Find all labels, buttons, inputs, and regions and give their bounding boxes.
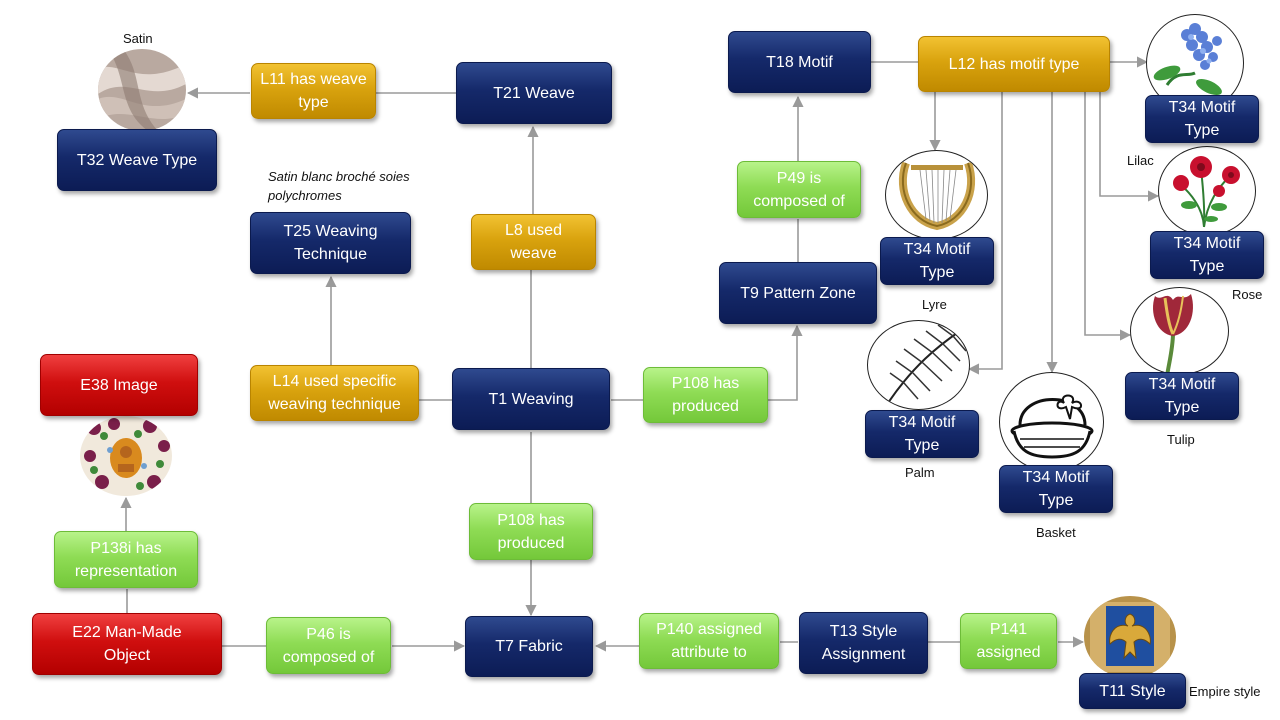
node-t21-weave[interactable]: T21 Weave xyxy=(456,62,612,124)
node-l8-used-weave[interactable]: L8 used weave xyxy=(471,214,596,270)
caption-tulip: Tulip xyxy=(1167,432,1195,447)
node-t34-motif-type-tulip[interactable]: T34 Motif Type xyxy=(1125,372,1239,420)
palm-leaf-image xyxy=(867,320,970,410)
node-t1-weaving[interactable]: T1 Weaving xyxy=(452,368,610,430)
node-p46-is-composed-of[interactable]: P46 is composed of xyxy=(266,617,391,674)
rose-flower-image xyxy=(1158,146,1256,236)
basket-image xyxy=(999,372,1104,472)
node-t34-motif-type-lyre[interactable]: T34 Motif Type xyxy=(880,237,994,285)
node-p138i-has-representation[interactable]: P138i has representation xyxy=(54,531,198,588)
caption-satin: Satin xyxy=(123,31,153,46)
node-t11-style[interactable]: T11 Style xyxy=(1079,673,1186,709)
caption-lyre: Lyre xyxy=(922,297,947,312)
node-t7-fabric[interactable]: T7 Fabric xyxy=(465,616,593,677)
node-t34-motif-type-palm[interactable]: T34 Motif Type xyxy=(865,410,979,458)
tulip-flower-image xyxy=(1130,287,1229,375)
caption-satin-blanc: Satin blanc broché soies polychromes xyxy=(268,169,410,203)
edge-p108a-to-t9 xyxy=(768,324,803,401)
node-t18-motif[interactable]: T18 Motif xyxy=(728,31,871,93)
lyre-image xyxy=(885,150,988,240)
node-e22-man-made-object[interactable]: E22 Man-Made Object xyxy=(32,613,222,675)
node-l11-has-weave-type[interactable]: L11 has weave type xyxy=(251,63,376,119)
node-t34-motif-type-lilac[interactable]: T34 Motif Type xyxy=(1145,95,1259,143)
satin-fabric-image xyxy=(98,49,186,131)
fabric-pattern-image xyxy=(80,416,172,496)
node-t25-weaving-technique[interactable]: T25 Weaving Technique xyxy=(250,212,411,274)
caption-palm: Palm xyxy=(905,465,935,480)
caption-empire-style: Empire style xyxy=(1189,684,1261,699)
node-t34-motif-type-basket[interactable]: T34 Motif Type xyxy=(999,465,1113,513)
node-e38-image[interactable]: E38 Image xyxy=(40,354,198,416)
node-l12-has-motif-type[interactable]: L12 has motif type xyxy=(918,36,1110,92)
node-t34-motif-type-rose[interactable]: T34 Motif Type xyxy=(1150,231,1264,279)
caption-lilac: Lilac xyxy=(1127,153,1154,168)
node-l14-used-specific-weaving-technique[interactable]: L14 used specific weaving technique xyxy=(250,365,419,421)
node-p140-assigned-attribute-to[interactable]: P140 assigned attribute to xyxy=(639,613,779,669)
node-t13-style-assignment[interactable]: T13 Style Assignment xyxy=(799,612,928,674)
node-t32-weave-type[interactable]: T32 Weave Type xyxy=(57,129,217,191)
edge-l12-to-rose xyxy=(1099,92,1160,202)
imperial-eagle-image xyxy=(1084,596,1176,678)
node-p49-is-composed-of[interactable]: P49 is composed of xyxy=(737,161,861,218)
node-p108-has-produced-fabric[interactable]: P108 has produced xyxy=(469,503,593,560)
node-p108-has-produced-pattern[interactable]: P108 has produced xyxy=(643,367,768,423)
edge-l12-to-palm xyxy=(967,92,1003,375)
node-t9-pattern-zone[interactable]: T9 Pattern Zone xyxy=(719,262,877,324)
node-p141-assigned[interactable]: P141 assigned xyxy=(960,613,1057,669)
caption-rose: Rose xyxy=(1232,287,1263,302)
caption-basket: Basket xyxy=(1036,525,1076,540)
edge-l12-to-tulip xyxy=(1084,92,1132,341)
